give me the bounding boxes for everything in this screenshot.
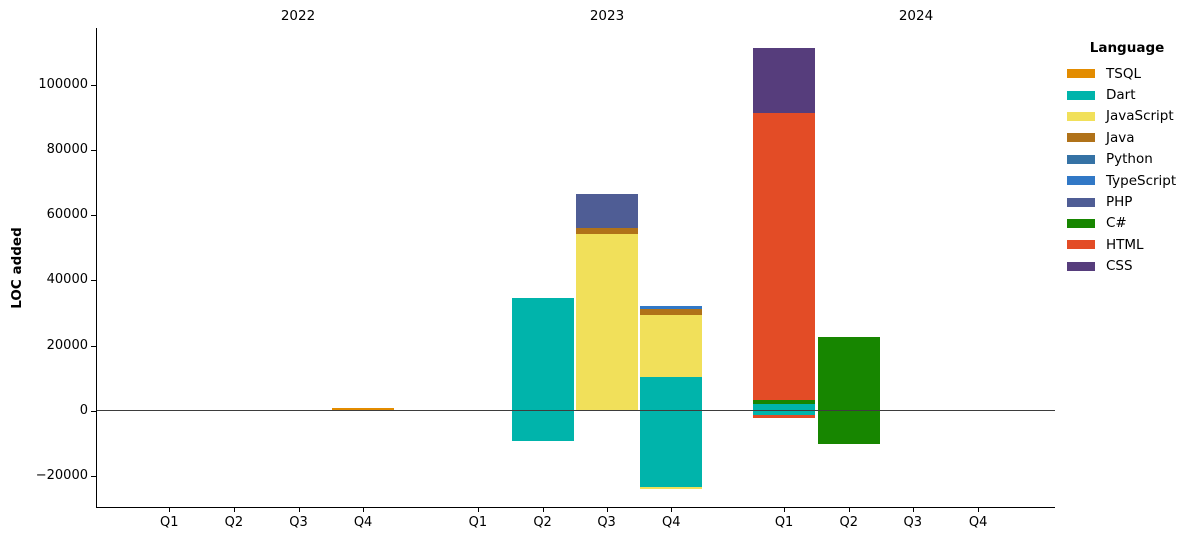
bar-segment-typescript	[640, 306, 703, 310]
bar-segment-dart	[640, 376, 703, 411]
x-tick-label: Q1	[160, 515, 179, 530]
x-tick-mark	[298, 507, 300, 512]
legend-label: CSS	[1106, 258, 1133, 275]
legend-item-java: Java	[1064, 127, 1190, 148]
y-tick-mark	[91, 280, 96, 282]
bar-segment-dart	[511, 298, 574, 411]
legend-label: C#	[1106, 215, 1127, 232]
bar-segment-php	[575, 194, 638, 229]
x-tick-mark	[363, 507, 365, 512]
y-tick-label: 0	[79, 402, 88, 418]
legend-item-css: CSS	[1064, 256, 1190, 277]
bar-segment-javascript	[640, 487, 703, 490]
legend-item-c: C#	[1064, 213, 1190, 234]
bar-segment-dart	[511, 410, 574, 441]
x-tick-label: Q3	[597, 515, 616, 530]
legend-item-tsql: TSQL	[1064, 63, 1190, 84]
legend-label: Python	[1106, 151, 1153, 168]
x-tick-mark	[477, 507, 479, 512]
y-axis-title: LOC added	[9, 227, 25, 309]
y-tick-mark	[91, 410, 96, 412]
x-tick-label: Q2	[533, 515, 552, 530]
x-tick-label: Q3	[289, 515, 308, 530]
x-tick-mark	[784, 507, 786, 512]
bar-segment-dart	[640, 410, 703, 488]
bar-segment-javascript	[575, 233, 638, 411]
legend-label: JavaScript	[1106, 108, 1174, 125]
legend-items: TSQL Dart JavaScript Java Python TypeScript PH…	[1064, 63, 1190, 277]
bar-segment-css	[753, 47, 816, 113]
bar-segment-dart	[753, 403, 816, 411]
bar-segment-c	[817, 336, 880, 411]
y-tick-mark	[91, 215, 96, 217]
y-tick-mark	[91, 345, 96, 347]
bar-segment-html	[753, 415, 816, 418]
x-tick-label: Q1	[468, 515, 488, 530]
legend-swatch-typescript	[1067, 176, 1095, 186]
y-tick-label: 20000	[46, 337, 88, 353]
y-tick-label: 80000	[46, 141, 88, 157]
x-tick-label: Q4	[353, 515, 373, 530]
legend-label: TSQL	[1106, 65, 1141, 82]
legend-item-python: Python	[1064, 149, 1190, 170]
bar-segment-javascript	[640, 314, 703, 377]
x-tick-label: Q1	[774, 515, 794, 530]
y-tick-label: 60000	[46, 207, 88, 223]
legend-swatch-php	[1067, 197, 1095, 207]
x-tick-mark	[542, 507, 544, 512]
legend-label: Java	[1106, 129, 1135, 146]
bar-segment-java	[575, 228, 638, 234]
legend-swatch-java	[1067, 133, 1095, 143]
legend-label: PHP	[1106, 194, 1133, 211]
year-label: 2024	[898, 8, 934, 24]
legend-swatch-python	[1067, 154, 1095, 164]
legend-item-typescript: TypeScript	[1064, 170, 1190, 191]
legend-swatch-c	[1067, 218, 1095, 228]
bar-segment-java	[640, 309, 703, 315]
y-tick-label: 100000	[38, 76, 88, 92]
chart-legend: Language TSQL Dart JavaScript Java Python Typ…	[1064, 40, 1190, 277]
x-tick-mark	[848, 507, 850, 512]
x-tick-label: Q2	[839, 515, 859, 530]
legend-label: HTML	[1106, 236, 1144, 253]
bar-segment-c	[753, 399, 816, 404]
x-axis-spine	[96, 507, 1055, 508]
legend-item-html: HTML	[1064, 234, 1190, 255]
legend-swatch-css	[1067, 261, 1095, 271]
x-tick-label: Q4	[662, 515, 681, 530]
y-tick-mark	[91, 149, 96, 151]
legend-swatch-tsql	[1067, 69, 1095, 79]
zero-baseline	[96, 410, 1055, 412]
legend-item-php: PHP	[1064, 191, 1190, 212]
x-tick-mark	[606, 507, 608, 512]
legend-swatch-javascript	[1067, 111, 1095, 121]
bar-segment-tsql	[332, 408, 395, 411]
x-tick-mark	[671, 507, 673, 512]
bar-segment-dart	[753, 410, 816, 416]
x-tick-label: Q4	[968, 515, 988, 530]
x-tick-mark	[233, 507, 235, 512]
x-tick-mark	[169, 507, 171, 512]
legend-label: TypeScript	[1106, 172, 1177, 189]
legend-label: Dart	[1106, 87, 1136, 104]
legend-title: Language	[1089, 40, 1165, 56]
y-tick-mark	[91, 476, 96, 478]
x-tick-mark	[912, 507, 914, 512]
legend-swatch-html	[1067, 240, 1095, 250]
legend-item-javascript: JavaScript	[1064, 106, 1190, 127]
x-tick-label: Q2	[224, 515, 244, 530]
bar-segment-c	[817, 410, 880, 445]
legend-item-dart: Dart	[1064, 84, 1190, 105]
y-axis-spine	[96, 28, 97, 507]
bar-segment-html	[753, 112, 816, 400]
y-tick-label: 40000	[46, 272, 88, 288]
y-tick-mark	[91, 84, 96, 86]
x-tick-mark	[978, 507, 980, 512]
year-label: 2023	[589, 8, 625, 24]
year-label: 2022	[280, 8, 316, 24]
legend-swatch-dart	[1067, 90, 1095, 100]
y-tick-label: −20000	[35, 468, 88, 484]
x-tick-label: Q3	[903, 515, 923, 530]
